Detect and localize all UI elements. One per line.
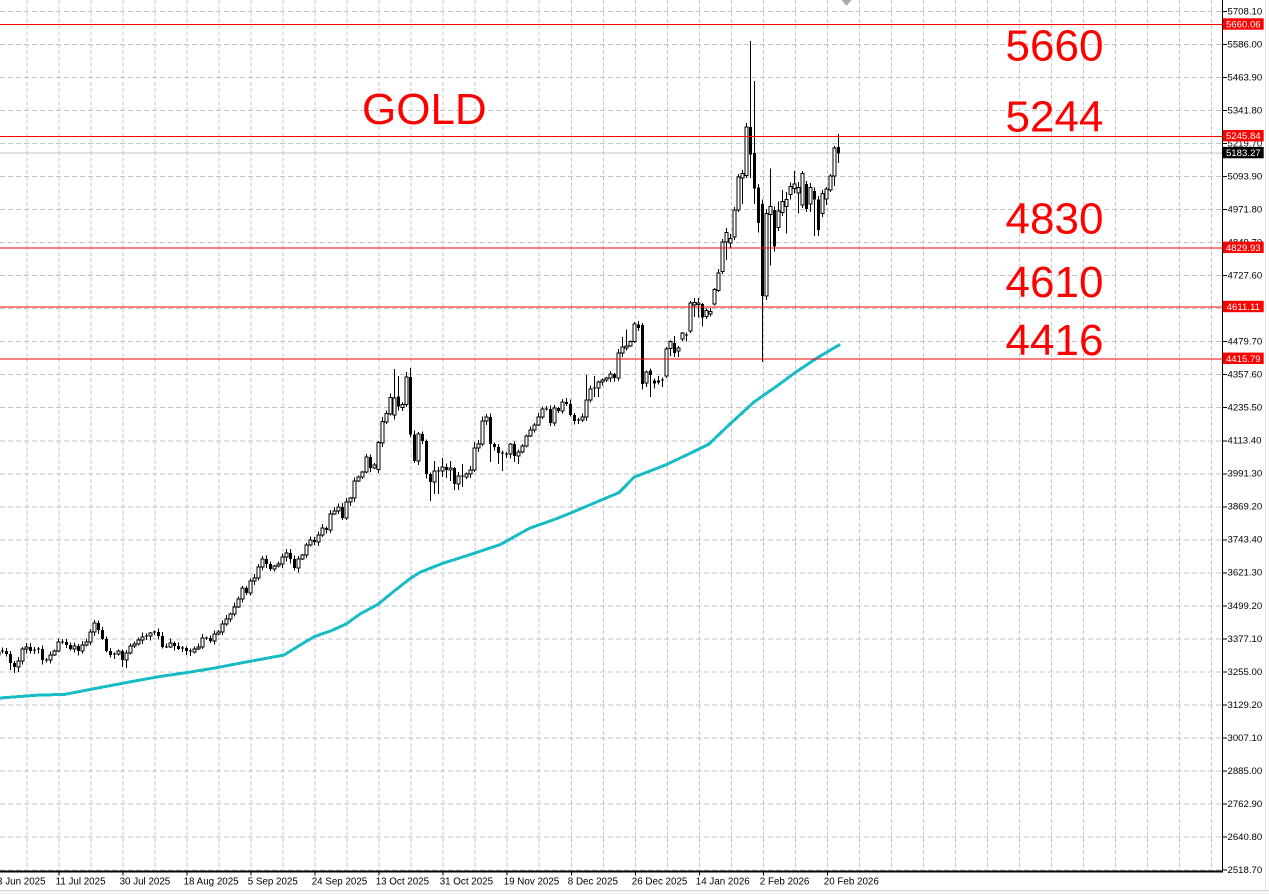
- svg-text:5219.70: 5219.70: [1228, 139, 1263, 150]
- svg-text:3499.20: 3499.20: [1228, 601, 1263, 612]
- svg-text:4113.40: 4113.40: [1228, 436, 1262, 447]
- svg-text:5245.84: 5245.84: [1226, 131, 1261, 142]
- svg-text:3129.20: 3129.20: [1228, 700, 1263, 711]
- svg-text:3743.40: 3743.40: [1228, 535, 1263, 546]
- svg-text:23 Jun 2025: 23 Jun 2025: [0, 877, 46, 888]
- svg-text:2 Feb 2026: 2 Feb 2026: [760, 877, 810, 888]
- svg-text:2640.80: 2640.80: [1228, 832, 1263, 843]
- svg-text:3255.00: 3255.00: [1228, 667, 1263, 678]
- svg-text:11 Jul 2025: 11 Jul 2025: [56, 877, 106, 888]
- svg-text:GOLD: GOLD: [362, 85, 487, 134]
- svg-text:5183.27: 5183.27: [1226, 148, 1261, 159]
- svg-text:3377.10: 3377.10: [1228, 634, 1263, 645]
- svg-text:26 Dec 2025: 26 Dec 2025: [632, 877, 688, 888]
- svg-text:2885.00: 2885.00: [1228, 766, 1263, 777]
- svg-text:4357.60: 4357.60: [1228, 370, 1263, 381]
- svg-text:4830: 4830: [1006, 194, 1104, 243]
- svg-text:4829.93: 4829.93: [1226, 243, 1261, 254]
- svg-text:2518.70: 2518.70: [1228, 865, 1263, 876]
- svg-text:4416: 4416: [1006, 316, 1104, 365]
- svg-text:4611.11: 4611.11: [1227, 302, 1260, 313]
- svg-text:5463.90: 5463.90: [1228, 72, 1263, 83]
- svg-text:31 Oct 2025: 31 Oct 2025: [440, 877, 494, 888]
- svg-text:4971.80: 4971.80: [1228, 205, 1263, 216]
- svg-text:2762.90: 2762.90: [1228, 799, 1263, 810]
- svg-text:18 Aug 2025: 18 Aug 2025: [184, 877, 240, 888]
- svg-text:4479.70: 4479.70: [1228, 337, 1263, 348]
- svg-text:4235.50: 4235.50: [1228, 403, 1263, 414]
- svg-text:3621.30: 3621.30: [1228, 568, 1263, 579]
- svg-text:5093.90: 5093.90: [1228, 172, 1263, 183]
- svg-text:3007.10: 3007.10: [1228, 733, 1263, 744]
- svg-text:24 Sep 2025: 24 Sep 2025: [312, 877, 368, 888]
- svg-text:5708.10: 5708.10: [1228, 6, 1263, 17]
- svg-text:4727.60: 4727.60: [1228, 271, 1263, 282]
- svg-text:4415.79: 4415.79: [1226, 354, 1261, 365]
- svg-text:5341.80: 5341.80: [1228, 106, 1263, 117]
- svg-text:5660.06: 5660.06: [1226, 20, 1261, 31]
- svg-text:19 Nov 2025: 19 Nov 2025: [504, 877, 560, 888]
- svg-text:4610: 4610: [1006, 258, 1104, 307]
- svg-text:5660: 5660: [1006, 22, 1104, 71]
- svg-text:8 Dec 2025: 8 Dec 2025: [568, 877, 619, 888]
- svg-text:14 Jan 2026: 14 Jan 2026: [696, 877, 750, 888]
- svg-text:20 Feb 2026: 20 Feb 2026: [824, 877, 880, 888]
- svg-text:3991.30: 3991.30: [1228, 469, 1263, 480]
- svg-text:3869.20: 3869.20: [1228, 502, 1263, 513]
- svg-text:30 Jul 2025: 30 Jul 2025: [120, 877, 171, 888]
- svg-text:5 Sep 2025: 5 Sep 2025: [248, 877, 299, 888]
- svg-text:5244: 5244: [1006, 93, 1104, 142]
- svg-text:13 Oct 2025: 13 Oct 2025: [376, 877, 430, 888]
- svg-text:5586.00: 5586.00: [1228, 39, 1263, 50]
